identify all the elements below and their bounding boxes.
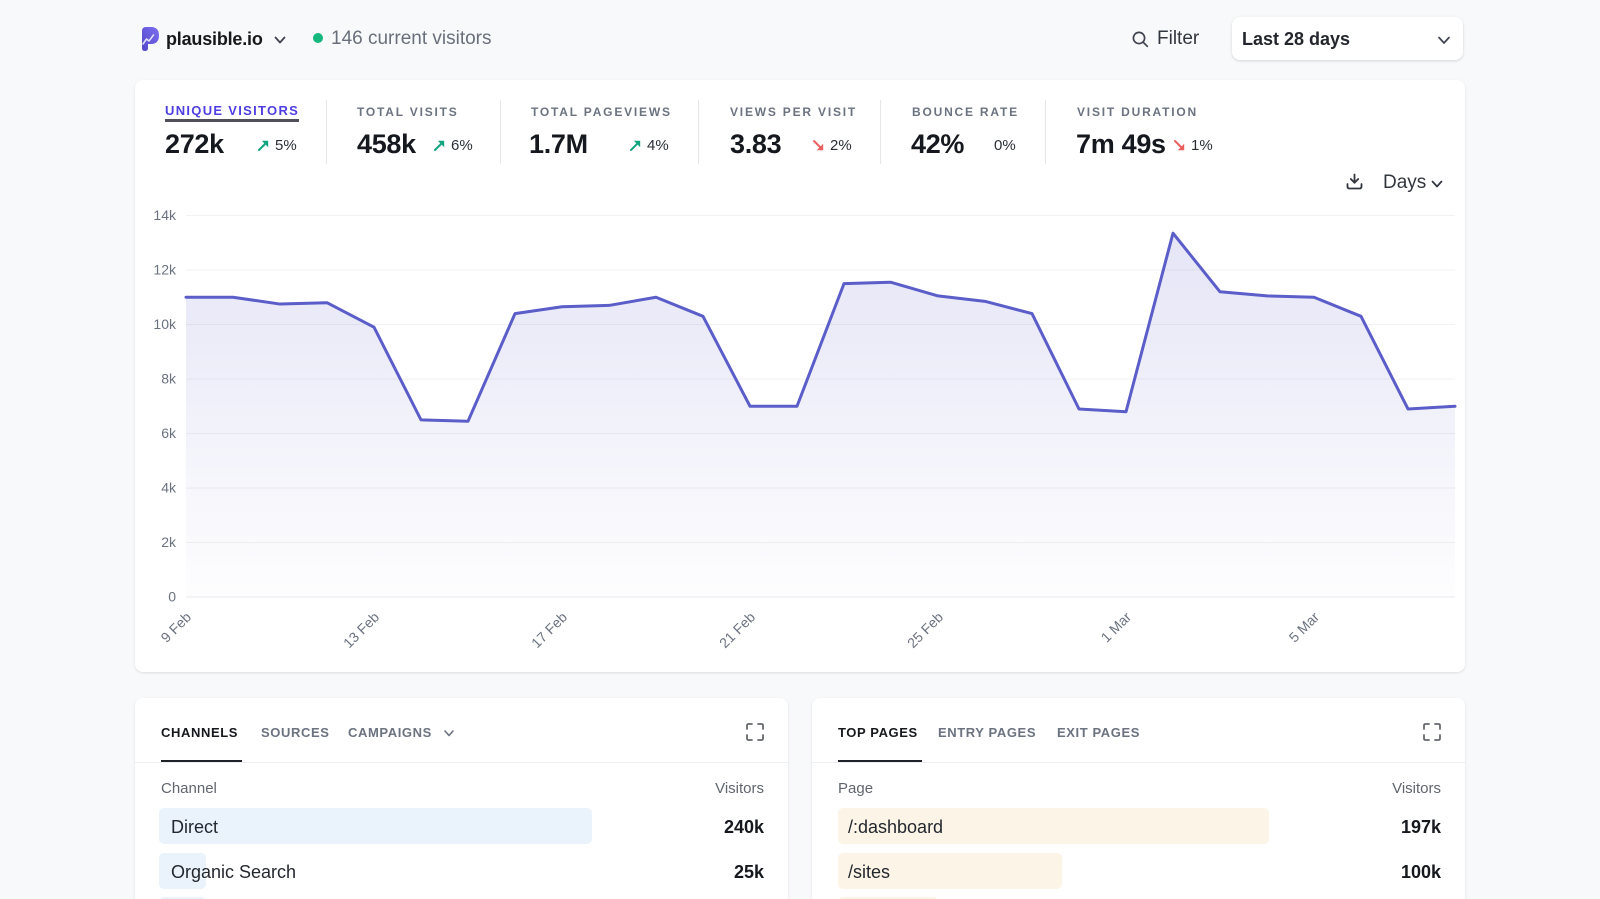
svg-text:17 Feb: 17 Feb <box>528 609 570 651</box>
svg-text:6k: 6k <box>161 425 177 441</box>
svg-text:21 Feb: 21 Feb <box>716 609 758 651</box>
svg-text:12k: 12k <box>153 262 177 278</box>
svg-text:10k: 10k <box>153 316 177 332</box>
svg-text:13 Feb: 13 Feb <box>340 609 382 651</box>
svg-text:0: 0 <box>168 589 176 605</box>
svg-text:25 Feb: 25 Feb <box>904 609 946 651</box>
svg-text:2k: 2k <box>161 534 177 550</box>
svg-text:1 Mar: 1 Mar <box>1097 609 1134 646</box>
svg-text:9 Feb: 9 Feb <box>157 609 194 646</box>
svg-text:14k: 14k <box>153 207 177 223</box>
svg-text:4k: 4k <box>161 480 177 496</box>
svg-text:5 Mar: 5 Mar <box>1285 609 1322 646</box>
svg-text:8k: 8k <box>161 371 177 387</box>
